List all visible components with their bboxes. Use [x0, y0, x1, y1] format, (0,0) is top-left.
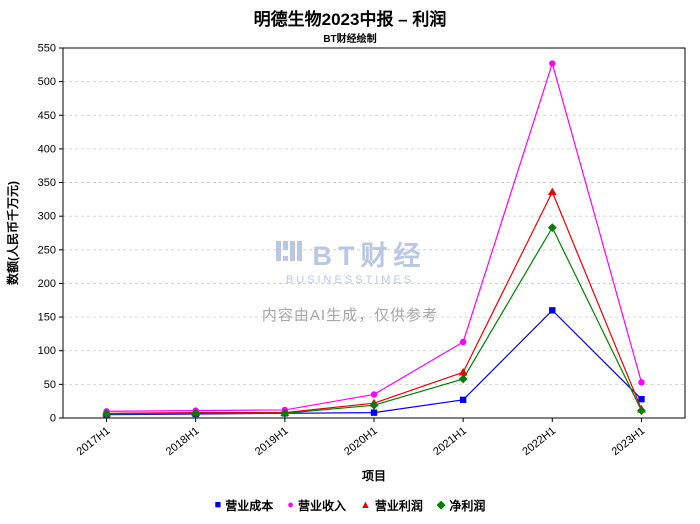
triangle-marker-icon: ▲ [359, 499, 371, 511]
svg-text:数额(人民币千万元): 数额(人民币千万元) [5, 181, 20, 285]
chart-title: 明德生物2023中报 – 利润 [253, 10, 447, 29]
svg-text:0: 0 [50, 413, 56, 425]
square-marker-icon: ■ [214, 499, 222, 511]
legend-label: 净利润 [449, 499, 486, 513]
svg-text:50: 50 [44, 379, 56, 391]
svg-text:450: 450 [38, 110, 56, 122]
svg-text:500: 500 [38, 76, 56, 88]
diamond-marker-icon: ◆ [436, 499, 446, 511]
legend-label: 营业利润 [374, 499, 423, 513]
legend-item-净利润: ◆ 净利润 [437, 497, 485, 514]
svg-text:2021H1: 2021H1 [431, 425, 469, 458]
legend-label: 营业收入 [297, 499, 346, 513]
svg-text:2019H1: 2019H1 [253, 425, 291, 458]
legend-label: 营业成本 [225, 499, 274, 513]
svg-text:2023H1: 2023H1 [610, 425, 648, 458]
svg-text:400: 400 [38, 143, 56, 155]
svg-text:550: 550 [38, 43, 56, 55]
legend-item-营业利润: ▲ 营业利润 [360, 497, 423, 514]
svg-text:150: 150 [38, 312, 56, 324]
svg-text:2020H1: 2020H1 [342, 425, 380, 458]
svg-text:2018H1: 2018H1 [164, 425, 202, 458]
svg-text:250: 250 [38, 244, 56, 256]
legend-item-营业成本: ■ 营业成本 [215, 497, 274, 514]
chart-subtitle: BT财经绘制 [323, 34, 377, 45]
svg-text:300: 300 [38, 211, 56, 223]
svg-text:2017H1: 2017H1 [75, 425, 113, 458]
circle-marker-icon: ● [287, 499, 294, 511]
svg-text:350: 350 [38, 177, 56, 189]
svg-text:项目: 项目 [362, 469, 386, 483]
svg-text:2022H1: 2022H1 [520, 425, 558, 458]
legend-item-营业收入: ● 营业收入 [287, 497, 346, 514]
svg-text:200: 200 [38, 278, 56, 290]
chart-legend: ■ 营业成本 ● 营业收入 ▲ 营业利润 ◆ 净利润 [0, 497, 700, 514]
svg-text:100: 100 [38, 345, 56, 357]
